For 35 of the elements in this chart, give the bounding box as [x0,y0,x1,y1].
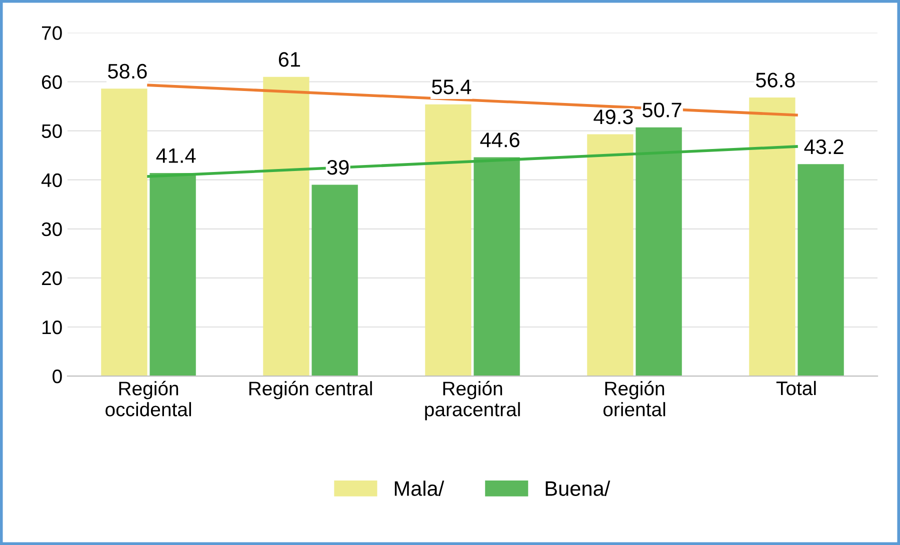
x-tick-label: Región central [249,380,372,400]
data-label: 44.6 [480,132,520,148]
data-label: 49.3 [594,109,633,124]
data-label: 50.7 [642,102,682,118]
legend-label: Mala/ [394,480,444,496]
bar [101,88,148,376]
data-label: 39 [327,160,349,175]
bar [798,164,844,376]
y-tick-label: 50 [42,124,62,138]
x-tick-label: Región paracentral [425,380,520,420]
data-label: 58.6 [108,64,147,79]
bar [312,184,358,376]
bar [474,157,520,376]
data-label: 56.8 [756,72,795,88]
y-tick-label: 40 [41,173,62,188]
y-tick-label: 10 [42,320,62,334]
y-tick-label: 70 [42,26,62,40]
data-label: 41.4 [156,148,196,163]
x-tick-label: Región occidental [106,380,191,416]
legend-label: Buena/ [546,480,610,496]
bar [425,104,472,376]
data-label: 61 [278,52,300,67]
x-tick-label: Total [776,380,816,396]
y-tick-label: 30 [42,222,62,236]
data-label: 43.2 [804,139,844,154]
bar [749,97,796,376]
bar [150,172,196,376]
bar [636,127,682,376]
bar [587,134,634,376]
y-tick-label: 20 [42,271,62,286]
data-label: 55.4 [432,80,472,94]
x-tick-label: Región oriental [603,380,666,416]
bar [263,76,310,376]
y-tick-label: 60 [42,75,62,89]
y-tick-label: 0 [52,370,62,384]
